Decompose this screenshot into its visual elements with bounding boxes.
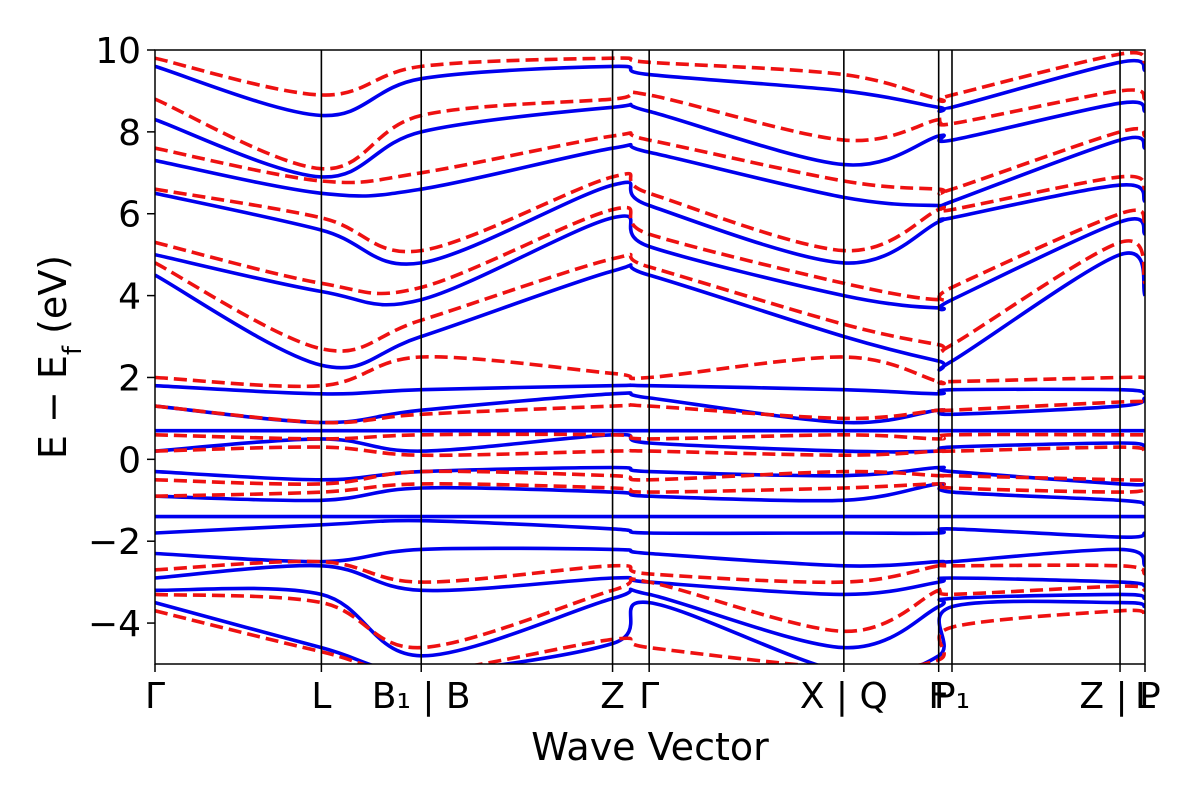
x-tick-label: Γ xyxy=(639,676,659,717)
dashed-band-line xyxy=(155,51,1145,104)
bands-group xyxy=(155,51,1145,664)
kpoint-divider-lines xyxy=(320,50,1121,664)
x-tick-label: P₁ xyxy=(934,676,970,717)
dashed-band-series xyxy=(155,51,1145,664)
solid-band-line xyxy=(155,100,1145,179)
solid-band-line xyxy=(155,214,1145,312)
x-tick-label: Z xyxy=(600,676,625,717)
x-tick-label: Γ xyxy=(145,676,165,717)
dashed-band-line xyxy=(155,577,1145,650)
plot-frame xyxy=(154,49,1146,665)
solid-band-series xyxy=(155,58,1145,664)
y-tick-label: −4 xyxy=(88,604,141,645)
solid-band-line xyxy=(155,563,1145,597)
dashed-band-line xyxy=(155,608,1145,664)
y-axis-title-main: E − E xyxy=(31,355,75,459)
y-tick-label: 4 xyxy=(118,277,141,318)
solid-band-line xyxy=(155,383,1145,396)
x-tick-label: Z | P xyxy=(1079,676,1160,717)
dashed-band-line xyxy=(155,559,1145,585)
y-axis-title-subscript: f xyxy=(58,345,88,355)
x-tick-label: L xyxy=(1135,676,1155,717)
y-tick-label: 2 xyxy=(118,358,141,399)
solid-band-line xyxy=(155,251,1145,372)
solid-band-line xyxy=(155,546,1145,568)
y-tick-label: 0 xyxy=(118,440,141,481)
x-axis-title: Wave Vector xyxy=(531,725,769,769)
dashed-band-line xyxy=(155,355,1145,389)
solid-band-line xyxy=(155,465,1145,487)
y-tick-label: 10 xyxy=(95,31,141,72)
x-tick-label: X | Q xyxy=(800,676,888,717)
solid-band-line xyxy=(155,432,1145,454)
dashed-band-line xyxy=(155,126,1145,196)
y-tick-label: 8 xyxy=(118,113,141,154)
y-axis-title: E − Ef (eV) xyxy=(31,255,88,459)
solid-band-line xyxy=(155,586,1145,658)
solid-band-line xyxy=(155,58,1145,118)
solid-band-line xyxy=(155,518,1145,539)
solid-band-line xyxy=(155,135,1145,210)
x-tick-label: F xyxy=(928,676,949,717)
y-axis-ticks: −4 −2 0 2 4 6 8 10 xyxy=(88,31,155,645)
y-tick-label: 6 xyxy=(118,195,141,236)
x-tick-label: B₁ | B xyxy=(372,676,471,717)
dashed-band-line xyxy=(155,205,1145,302)
dashed-band-line xyxy=(155,445,1145,458)
dashed-band-line xyxy=(155,171,1145,254)
solid-band-line xyxy=(155,481,1145,507)
dashed-band-line xyxy=(155,239,1145,355)
solid-band-line xyxy=(155,391,1145,425)
y-axis-title-unit: (eV) xyxy=(31,255,75,346)
y-tick-label: −2 xyxy=(88,522,141,563)
solid-band-line xyxy=(155,599,1145,664)
x-tick-label: L xyxy=(311,676,331,717)
solid-band-line xyxy=(155,180,1145,266)
dashed-band-line xyxy=(155,88,1145,171)
